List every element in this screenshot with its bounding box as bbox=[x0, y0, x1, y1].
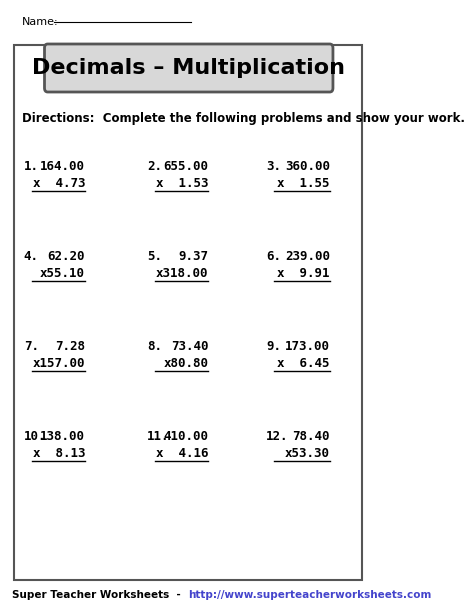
Text: x  8.13: x 8.13 bbox=[33, 447, 85, 460]
Text: 5.: 5. bbox=[147, 250, 162, 263]
Text: 8.: 8. bbox=[147, 340, 162, 353]
Text: x80.80: x80.80 bbox=[163, 357, 208, 370]
Text: 2.: 2. bbox=[147, 160, 162, 173]
Text: x  4.73: x 4.73 bbox=[33, 177, 85, 190]
Text: http://www.superteacherworksheets.com: http://www.superteacherworksheets.com bbox=[188, 590, 432, 600]
Text: 6.: 6. bbox=[266, 250, 281, 263]
FancyBboxPatch shape bbox=[45, 44, 333, 92]
Text: 655.00: 655.00 bbox=[163, 160, 208, 173]
Text: 11.: 11. bbox=[147, 430, 170, 443]
Text: Decimals – Multiplication: Decimals – Multiplication bbox=[32, 58, 345, 78]
Text: 7.: 7. bbox=[24, 340, 39, 353]
Text: x  9.91: x 9.91 bbox=[277, 267, 330, 280]
Text: x  1.55: x 1.55 bbox=[277, 177, 330, 190]
Text: x318.00: x318.00 bbox=[155, 267, 208, 280]
Text: 1.: 1. bbox=[24, 160, 39, 173]
Text: 164.00: 164.00 bbox=[40, 160, 85, 173]
Text: Directions:  Complete the following problems and show your work.: Directions: Complete the following probl… bbox=[22, 112, 465, 124]
Text: x53.30: x53.30 bbox=[285, 447, 330, 460]
Text: x  1.53: x 1.53 bbox=[155, 177, 208, 190]
Text: 410.00: 410.00 bbox=[163, 430, 208, 443]
Text: 239.00: 239.00 bbox=[285, 250, 330, 263]
Text: x55.10: x55.10 bbox=[40, 267, 85, 280]
FancyBboxPatch shape bbox=[14, 45, 362, 580]
Text: x  6.45: x 6.45 bbox=[277, 357, 330, 370]
Text: x  4.16: x 4.16 bbox=[155, 447, 208, 460]
Text: 78.40: 78.40 bbox=[292, 430, 330, 443]
Text: 4.: 4. bbox=[24, 250, 39, 263]
Text: Name:: Name: bbox=[22, 17, 59, 27]
Text: Super Teacher Worksheets  -: Super Teacher Worksheets - bbox=[12, 590, 188, 600]
Text: 360.00: 360.00 bbox=[285, 160, 330, 173]
Text: 9.: 9. bbox=[266, 340, 281, 353]
Text: 173.00: 173.00 bbox=[285, 340, 330, 353]
Text: 62.20: 62.20 bbox=[47, 250, 85, 263]
Text: x157.00: x157.00 bbox=[33, 357, 85, 370]
Text: 12.: 12. bbox=[266, 430, 289, 443]
Text: 73.40: 73.40 bbox=[171, 340, 208, 353]
Text: 10.: 10. bbox=[24, 430, 46, 443]
Text: 138.00: 138.00 bbox=[40, 430, 85, 443]
Text: 3.: 3. bbox=[266, 160, 281, 173]
Text: 7.28: 7.28 bbox=[55, 340, 85, 353]
Text: 9.37: 9.37 bbox=[178, 250, 208, 263]
